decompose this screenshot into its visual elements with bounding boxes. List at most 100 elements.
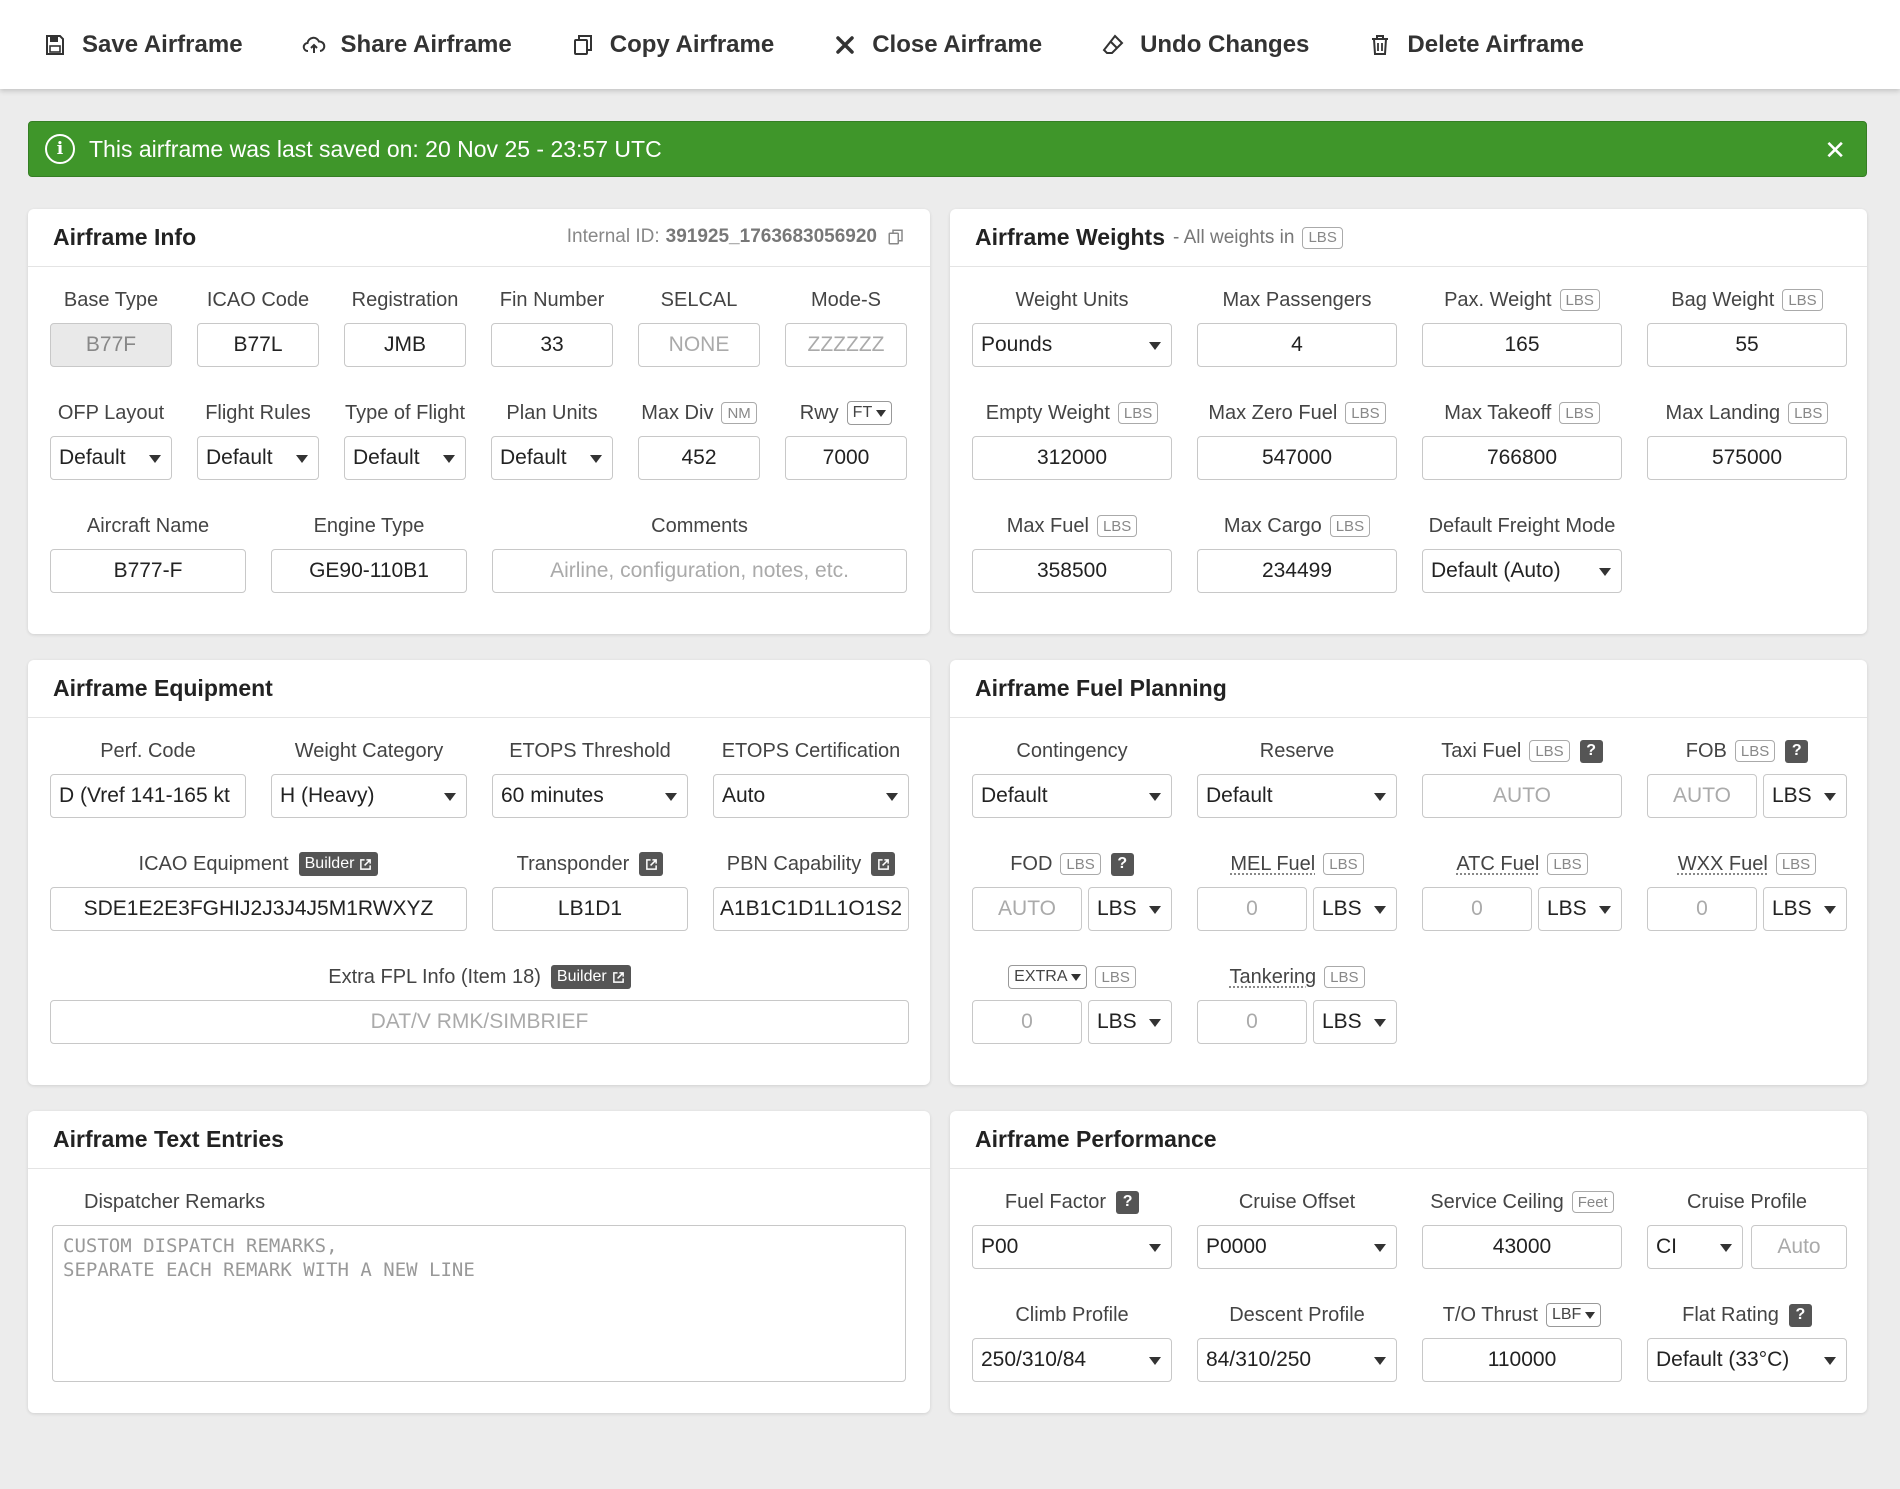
atc-fuel-unit-select[interactable]: LBS: [1538, 887, 1622, 931]
mel-fuel-unit-select[interactable]: LBS: [1313, 887, 1397, 931]
share-airframe-button[interactable]: Share Airframe: [301, 31, 512, 59]
descent-profile-select[interactable]: 84/310/250: [1197, 1338, 1397, 1382]
engine-type-input[interactable]: GE90-110B1: [271, 549, 467, 593]
taxi-fuel-input[interactable]: AUTO: [1422, 774, 1622, 818]
tankering-input[interactable]: 0: [1197, 1000, 1307, 1044]
mel-fuel-input[interactable]: 0: [1197, 887, 1307, 931]
to-thrust-input[interactable]: 110000: [1422, 1338, 1622, 1382]
pax-weight-input[interactable]: 165: [1422, 323, 1622, 367]
close-alert-icon[interactable]: ✕: [1824, 135, 1846, 165]
to-thrust-unit-select[interactable]: LBF: [1545, 1303, 1602, 1327]
bag-weight-input[interactable]: 55: [1647, 323, 1847, 367]
extra-fuel-type-select[interactable]: EXTRA: [1008, 965, 1088, 989]
max-takeoff-input[interactable]: 766800: [1422, 436, 1622, 480]
reserve-select[interactable]: Default: [1197, 774, 1397, 818]
unit-badge: LBS: [1547, 853, 1588, 875]
pbn-builder-button[interactable]: [871, 852, 896, 876]
service-ceiling-input[interactable]: 43000: [1422, 1225, 1622, 1269]
help-icon[interactable]: ?: [1116, 1190, 1140, 1214]
etops-threshold-select[interactable]: 60 minutes: [492, 774, 688, 818]
save-airframe-button[interactable]: Save Airframe: [42, 31, 243, 59]
fob-unit-select[interactable]: LBS: [1763, 774, 1847, 818]
cruise-offset-value: P0000: [1206, 1235, 1267, 1258]
extra-fuel-unit-select[interactable]: LBS: [1088, 1000, 1172, 1044]
atc-fuel-input[interactable]: 0: [1422, 887, 1532, 931]
base-type-input[interactable]: B77F: [50, 323, 172, 367]
delete-airframe-button[interactable]: Delete Airframe: [1367, 31, 1584, 59]
caret-down-icon: [1149, 342, 1161, 350]
pbn-input[interactable]: A1B1C1D1L1O1S2: [713, 887, 909, 931]
empty-weight-label-text: Empty Weight: [985, 401, 1110, 424]
close-airframe-button[interactable]: Close Airframe: [832, 31, 1042, 59]
max-div-input[interactable]: 452: [638, 436, 760, 480]
weight-category-select[interactable]: H (Heavy): [271, 774, 467, 818]
service-ceiling-label-text: Service Ceiling: [1430, 1190, 1564, 1213]
copy-airframe-button[interactable]: Copy Airframe: [570, 31, 774, 59]
climb-profile-select[interactable]: 250/310/84: [972, 1338, 1172, 1382]
etops-cert-select[interactable]: Auto: [713, 774, 909, 818]
ofp-layout-select[interactable]: Default: [50, 436, 172, 480]
freight-mode-select[interactable]: Default (Auto): [1422, 549, 1622, 593]
fod-unit-select[interactable]: LBS: [1088, 887, 1172, 931]
rwy-unit-select[interactable]: FT: [846, 401, 893, 425]
registration-input[interactable]: JMB: [344, 323, 466, 367]
empty-weight-input[interactable]: 312000: [972, 436, 1172, 480]
perf-code-select[interactable]: D (Vref 141-165 kt: [50, 774, 246, 818]
cruise-offset-select[interactable]: P0000: [1197, 1225, 1397, 1269]
plan-units-value: Default: [500, 446, 567, 469]
help-icon[interactable]: ?: [1579, 739, 1603, 763]
cruise-profile-input[interactable]: Auto: [1751, 1225, 1847, 1269]
transponder-input[interactable]: LB1D1: [492, 887, 688, 931]
max-fuel-input[interactable]: 358500: [972, 549, 1172, 593]
icao-equipment-builder-button[interactable]: Builder: [298, 852, 379, 876]
weight-units-value: Pounds: [981, 333, 1053, 356]
weight-units-label: Weight Units: [1015, 288, 1129, 311]
weight-units-select[interactable]: Pounds: [972, 323, 1172, 367]
fob-input[interactable]: AUTO: [1647, 774, 1757, 818]
help-icon[interactable]: ?: [1110, 852, 1134, 876]
max-zero-fuel-input[interactable]: 547000: [1197, 436, 1397, 480]
fuel-factor-select[interactable]: P00: [972, 1225, 1172, 1269]
help-icon[interactable]: ?: [1785, 739, 1809, 763]
extra-fuel-unit-value: LBS: [1097, 1010, 1137, 1033]
rwy-input[interactable]: 7000: [785, 436, 907, 480]
max-passengers-input[interactable]: 4: [1197, 323, 1397, 367]
icao-code-input[interactable]: B77L: [197, 323, 319, 367]
registration-label: Registration: [351, 288, 459, 311]
wxx-fuel-unit-select[interactable]: LBS: [1763, 887, 1847, 931]
aircraft-name-input[interactable]: B777-F: [50, 549, 246, 593]
panel-title: Airframe Text Entries: [53, 1126, 284, 1152]
flight-rules-select[interactable]: Default: [197, 436, 319, 480]
extra-fpl-input[interactable]: DAT/V RMK/SIMBRIEF: [50, 1000, 909, 1044]
extra-fpl-builder-button[interactable]: Builder: [550, 965, 631, 989]
wxx-fuel-input[interactable]: 0: [1647, 887, 1757, 931]
contingency-select[interactable]: Default: [972, 774, 1172, 818]
copy-id-icon[interactable]: [887, 228, 905, 246]
airframe-weights-panel: Airframe Weights - All weights in LBS Wei…: [950, 209, 1867, 634]
type-of-flight-select[interactable]: Default: [344, 436, 466, 480]
cruise-profile-select[interactable]: CI: [1647, 1225, 1743, 1269]
plan-units-select[interactable]: Default: [491, 436, 613, 480]
selcal-input[interactable]: NONE: [638, 323, 760, 367]
max-cargo-input[interactable]: 234499: [1197, 549, 1397, 593]
last-saved-alert: i This airframe was last saved on: 20 No…: [28, 121, 1867, 177]
extra-fuel-input[interactable]: 0: [972, 1000, 1082, 1044]
icao-equipment-input[interactable]: SDE1E2E3FGHIJ2J3J4J5M1RWXYZ: [50, 887, 467, 931]
toolbar: Save Airframe Share Airframe Copy Airfra…: [0, 0, 1900, 89]
tankering-unit-select[interactable]: LBS: [1313, 1000, 1397, 1044]
close-airframe-label: Close Airframe: [872, 30, 1043, 58]
taxi-fuel-label: Taxi Fuel LBS?: [1422, 737, 1622, 765]
max-fuel-label: Max Fuel LBS: [972, 512, 1172, 540]
mode-s-input[interactable]: ZZZZZZ: [785, 323, 907, 367]
transponder-builder-button[interactable]: [639, 852, 664, 876]
caret-down-icon: [1824, 1357, 1836, 1365]
undo-changes-button[interactable]: Undo Changes: [1100, 31, 1309, 59]
comments-input[interactable]: Airline, configuration, notes, etc.: [492, 549, 907, 593]
fin-number-input[interactable]: 33: [491, 323, 613, 367]
fod-input[interactable]: AUTO: [972, 887, 1082, 931]
flat-rating-select[interactable]: Default (33°C): [1647, 1338, 1847, 1382]
dispatcher-remarks-textarea[interactable]: CUSTOM DISPATCH REMARKS, SEPARATE EACH R…: [52, 1225, 906, 1382]
max-landing-input[interactable]: 575000: [1647, 436, 1847, 480]
cruise-profile-value: CI: [1656, 1235, 1677, 1258]
help-icon[interactable]: ?: [1788, 1303, 1812, 1327]
